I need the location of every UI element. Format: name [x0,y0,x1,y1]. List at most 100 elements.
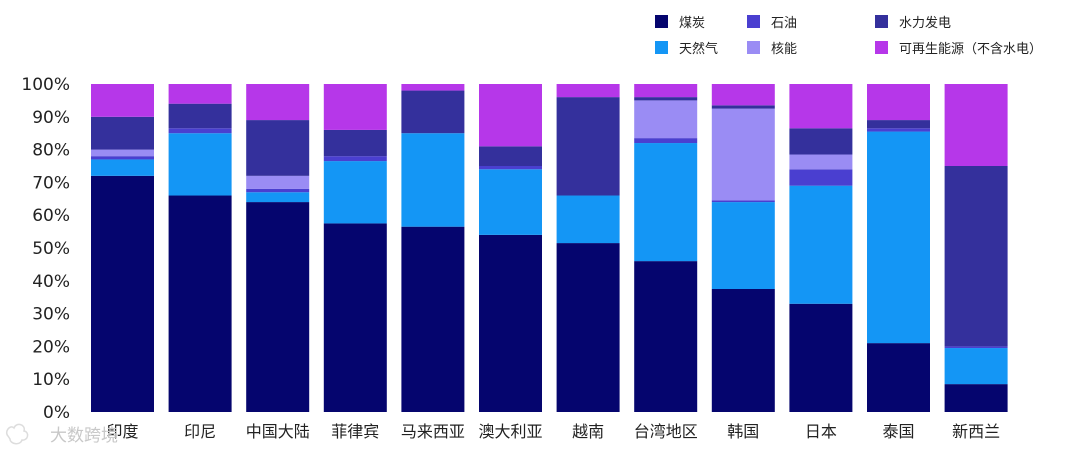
bar-segment [91,156,154,160]
bar-segment [401,133,465,227]
bar-segment [867,131,930,344]
x-tick-label: 印尼 [184,422,216,441]
bar-stack [944,84,1008,412]
bar-segment [479,146,542,166]
bar-segment [91,84,154,117]
bar-segment [867,84,930,121]
legend-label: 石油 [771,16,797,31]
x-tick-label: 马来西亚 [401,422,465,441]
bar-segment [91,175,154,412]
legend-swatch [747,15,760,28]
bar-segment [246,120,310,176]
legend-label: 可再生能源（不含水电） [899,41,1042,57]
bar-segment [401,90,465,134]
bar-segment [246,188,310,193]
bar-segment [556,84,620,98]
bar-segment [168,195,232,412]
bar-segment [711,105,775,109]
legend-label: 水力发电 [899,15,951,31]
bar-stack [323,84,387,412]
y-tick-label: 80% [32,141,70,161]
y-tick-label: 90% [32,108,70,128]
y-tick-label: 20% [32,337,70,357]
bar-stack [168,84,232,412]
y-tick-label: 70% [32,173,70,193]
bar-segment [711,202,775,289]
bar-segment [479,84,542,147]
bar-stack [711,84,775,412]
bar-segment [91,159,154,176]
bar-segment [944,346,1008,349]
bar-segment [711,200,775,203]
bar-segment [401,84,465,91]
bar-segment [944,84,1008,166]
bar-segment [246,192,310,203]
bar-segment [634,261,698,412]
bar-segment [246,175,310,189]
legend-swatch [655,41,668,54]
bar-stack [789,84,853,412]
x-tick-label: 澳大利亚 [478,422,542,441]
bar-segment [246,202,310,412]
bar-segment [168,84,232,104]
bar-segment [168,128,232,134]
x-tick-label: 韩国 [727,422,759,441]
y-tick-label: 60% [32,206,70,226]
bar-segment [323,156,387,162]
x-tick-label: 中国大陆 [246,422,310,441]
bar-segment [479,234,542,412]
bar-stack [246,84,310,412]
bar-segment [479,166,542,170]
x-tick-label: 印度 [106,422,138,441]
y-tick-label: 30% [32,305,70,325]
bar-segment [789,84,853,129]
x-axis: 印度 印尼 中国大陆 菲律宾 马来西亚 澳大利亚 越南 台湾地区 韩国 日本 泰国 新西兰 [106,422,1000,441]
legend-swatch [875,41,888,54]
bar-segment [401,226,465,412]
bar-segment [323,161,387,224]
bar-stack [556,84,620,412]
bar-segment [634,84,698,98]
bar-segment [634,100,698,139]
x-tick-label: 越南 [572,422,604,441]
bar-segment [867,343,930,412]
bar-segment [634,143,698,262]
legend-item: 核能 [747,41,797,57]
bar-stack [867,84,930,412]
x-tick-label: 日本 [805,422,837,441]
bar-segment [789,169,853,186]
legend-label: 煤炭 [679,16,705,31]
x-tick-label: 泰国 [882,422,914,441]
bar-segment [711,289,775,412]
bar-segment [91,116,154,150]
watermark: 大数跨境 [5,423,118,446]
bar-segment [944,384,1008,412]
watermark-text: 大数跨境 [50,426,118,446]
bar-segment [323,84,387,130]
bar-segment [91,149,154,157]
bars [91,84,1008,412]
y-tick-label: 100% [21,75,70,95]
legend-item: 可再生能源（不含水电） [875,41,1042,57]
bar-segment [867,120,930,129]
legend-item: 天然气 [655,41,718,57]
y-tick-label: 10% [32,370,70,390]
bar-segment [556,243,620,412]
legend-item: 石油 [747,15,797,31]
legend-label: 核能 [771,42,797,57]
x-tick-label: 台湾地区 [634,422,698,441]
bar-segment [711,84,775,106]
bar-segment [634,97,698,101]
y-tick-label: 50% [32,239,70,259]
bar-segment [944,166,1008,347]
bar-stack [401,84,465,412]
bar-stack [634,84,698,412]
legend-swatch [747,41,760,54]
bar-segment [944,348,1008,385]
bar-segment [323,129,387,157]
bar-segment [634,138,698,144]
legend-swatch [655,15,668,28]
watermark-logo-icon [5,423,29,445]
